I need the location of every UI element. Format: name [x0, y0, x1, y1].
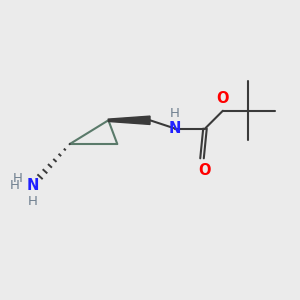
Text: O: O	[217, 91, 229, 106]
Text: H: H	[10, 179, 20, 192]
Text: H: H	[28, 195, 38, 208]
Text: H: H	[170, 106, 180, 120]
Polygon shape	[108, 116, 150, 124]
Text: H: H	[13, 172, 23, 185]
Text: N: N	[169, 121, 182, 136]
Text: N: N	[26, 178, 39, 193]
Text: O: O	[199, 163, 211, 178]
